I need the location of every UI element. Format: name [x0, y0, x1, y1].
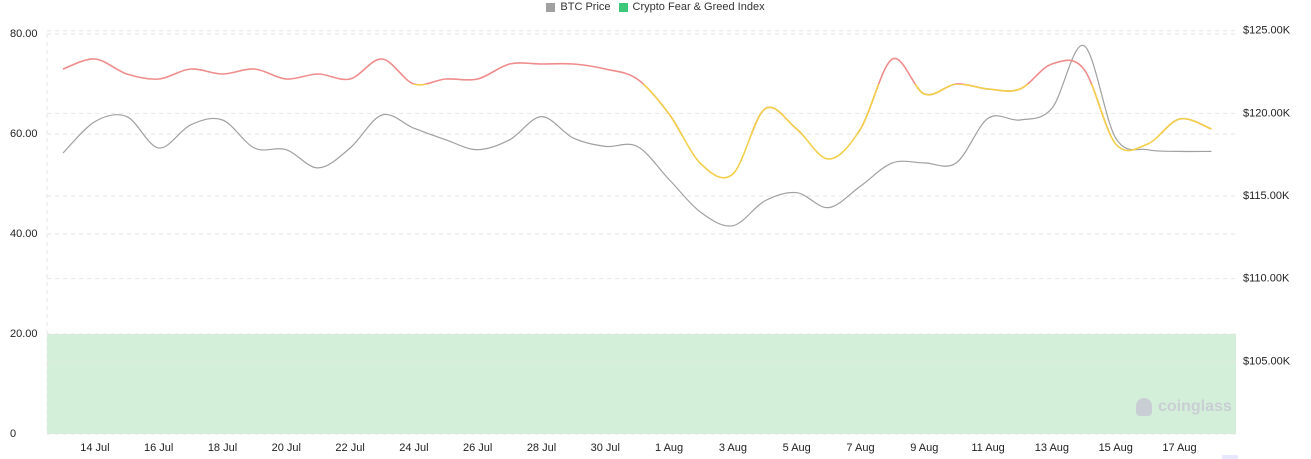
- legend-swatch: [546, 2, 556, 12]
- coinglass-watermark: coinglass: [1136, 398, 1232, 416]
- legend-item[interactable]: BTC Price: [546, 0, 611, 14]
- legend-label: Crypto Fear & Greed Index: [632, 1, 765, 13]
- y-left-tick-label: 60.00: [10, 128, 38, 140]
- x-tick-label: 22 Jul: [335, 442, 364, 454]
- legend-swatch: [618, 2, 628, 12]
- x-tick-label: 7 Aug: [846, 442, 874, 454]
- x-tick-label: 16 Jul: [144, 442, 173, 454]
- y-left-tick-label: 40.00: [10, 228, 38, 240]
- y-left-tick-label: 20.00: [10, 328, 38, 340]
- x-tick-label: 9 Aug: [910, 442, 938, 454]
- x-tick-label: 3 Aug: [719, 442, 747, 454]
- x-tick-label: 17 Aug: [1162, 442, 1196, 454]
- x-tick-label: 26 Jul: [463, 442, 492, 454]
- fear-zone: [47, 334, 1236, 434]
- x-tick-label: 18 Jul: [208, 442, 237, 454]
- x-tick-label: 14 Jul: [80, 442, 109, 454]
- x-tick-label: 13 Aug: [1035, 442, 1069, 454]
- coinglass-logo-icon: [1136, 398, 1152, 416]
- legend-item[interactable]: Crypto Fear & Greed Index: [618, 0, 765, 14]
- legend-label: BTC Price: [560, 1, 611, 13]
- corner-mark: [1222, 455, 1238, 459]
- x-tick-label: 20 Jul: [272, 442, 301, 454]
- y-right-tick-label: $125.00K: [1243, 25, 1291, 37]
- y-right-tick-label: $105.00K: [1243, 355, 1291, 367]
- x-tick-label: 24 Jul: [399, 442, 428, 454]
- watermark-text: coinglass: [1158, 398, 1232, 415]
- y-left-tick-label: 0: [10, 428, 16, 440]
- y-left-tick-label: 80.00: [10, 28, 38, 40]
- x-tick-label: 28 Jul: [527, 442, 556, 454]
- x-tick-label: 11 Aug: [971, 442, 1004, 454]
- x-tick-label: 30 Jul: [591, 442, 620, 454]
- y-right-tick-label: $120.00K: [1243, 107, 1291, 119]
- x-tick-label: 5 Aug: [783, 442, 811, 454]
- chart-legend: BTC Price Crypto Fear & Greed Index: [0, 0, 1311, 16]
- y-right-tick-label: $115.00K: [1243, 190, 1290, 202]
- btc-price-line: [62, 44, 1212, 227]
- fear-greed-line-greed: [62, 57, 1212, 134]
- x-tick-label: 1 Aug: [655, 442, 683, 454]
- y-right-tick-label: $110.00K: [1243, 273, 1290, 285]
- x-tick-label: 15 Aug: [1099, 442, 1133, 454]
- fear-greed-line-neutral: [412, 84, 1212, 179]
